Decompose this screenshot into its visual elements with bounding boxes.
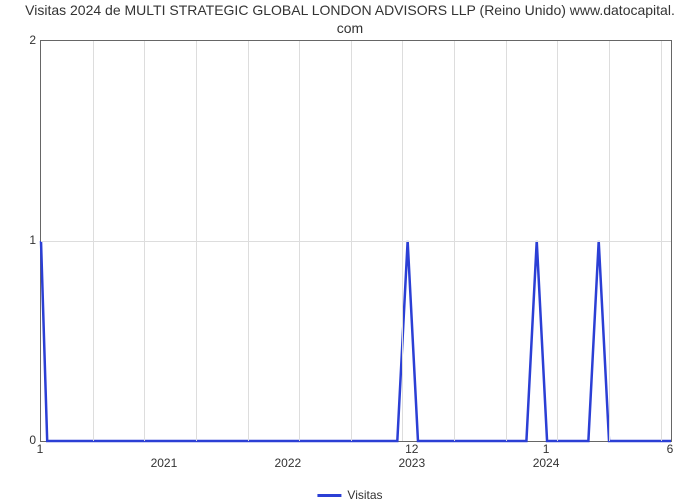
- grid-line-v: [609, 41, 610, 441]
- x-tick-label: 12: [405, 442, 418, 456]
- grid-line-v: [506, 41, 507, 441]
- title-line-2: com: [337, 20, 363, 36]
- plot-area: [40, 40, 672, 442]
- legend-swatch: [317, 494, 341, 497]
- grid-line-v: [144, 41, 145, 441]
- x-year-label: 2023: [398, 456, 425, 470]
- grid-line-v: [351, 41, 352, 441]
- series-line: [41, 241, 671, 441]
- x-tick-label: 1: [543, 442, 550, 456]
- grid-line-v: [402, 41, 403, 441]
- chart-container: Visitas 2024 de MULTI STRATEGIC GLOBAL L…: [0, 0, 700, 500]
- x-year-label: 2021: [151, 456, 178, 470]
- x-tick-label: 6: [667, 442, 674, 456]
- grid-line-v: [557, 41, 558, 441]
- grid-line-v: [248, 41, 249, 441]
- grid-line-h: [41, 241, 671, 242]
- title-line-1: Visitas 2024 de MULTI STRATEGIC GLOBAL L…: [25, 2, 675, 18]
- y-tick-label: 1: [12, 233, 36, 247]
- chart-title: Visitas 2024 de MULTI STRATEGIC GLOBAL L…: [0, 2, 700, 37]
- grid-line-v: [93, 41, 94, 441]
- x-year-label: 2024: [533, 456, 560, 470]
- x-year-label: 2022: [275, 456, 302, 470]
- y-tick-label: 2: [12, 33, 36, 47]
- y-tick-label: 0: [12, 433, 36, 447]
- grid-line-v: [661, 41, 662, 441]
- grid-line-v: [196, 41, 197, 441]
- x-tick-label: 1: [37, 442, 44, 456]
- grid-line-v: [454, 41, 455, 441]
- grid-line-v: [299, 41, 300, 441]
